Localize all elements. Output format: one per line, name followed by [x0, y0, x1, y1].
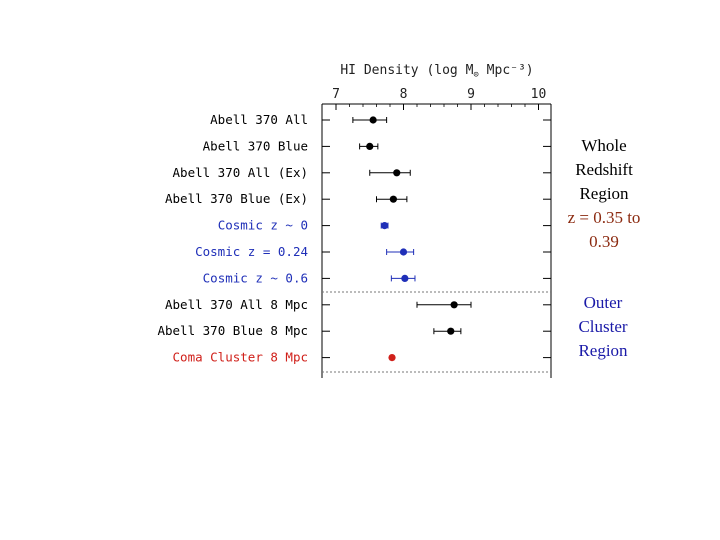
- data-point: [447, 327, 455, 335]
- x-tick-label: 10: [531, 87, 547, 102]
- outer-region-line-2: Cluster: [578, 317, 628, 336]
- chart-title-suffix: Mpc⁻³): [479, 63, 534, 78]
- row-label: Abell 370 All (Ex): [173, 165, 308, 180]
- whole-region-line-1: Whole: [581, 136, 627, 155]
- data-point: [389, 195, 397, 203]
- data-rows: Abell 370 All Abell 370 Blue Abell 370 All…: [157, 112, 551, 365]
- whole-region-line-2: Redshift: [575, 160, 633, 179]
- outer-region-annotation: Outer Cluster Region: [558, 291, 648, 363]
- data-point: [393, 169, 401, 177]
- chart-title-sub: ⊙: [473, 70, 478, 80]
- chart-title-prefix: HI Density (log M: [340, 63, 473, 78]
- row-label: Abell 370 All: [210, 112, 308, 127]
- x-tick-label: 9: [467, 87, 475, 102]
- row-label: Cosmic z ~ 0.6: [203, 270, 308, 285]
- data-point: [369, 116, 377, 124]
- row-label: Coma Cluster 8 Mpc: [173, 350, 308, 365]
- data-point: [366, 142, 374, 150]
- x-ticks: 7 8 9 10: [332, 87, 546, 110]
- row-label: Abell 370 Blue: [203, 138, 308, 153]
- data-point: [450, 301, 458, 309]
- data-point: [381, 222, 389, 230]
- outer-region-line-3: Region: [578, 341, 628, 360]
- z-range-line-1: z = 0.35 to: [567, 208, 641, 227]
- data-point: [399, 248, 408, 256]
- x-tick-label: 7: [332, 87, 340, 102]
- row-label: Abell 370 All 8 Mpc: [165, 297, 308, 312]
- chart-title: HI Density (log M⊙ Mpc⁻³): [340, 63, 533, 80]
- whole-region-annotation: Whole Redshift Region z = 0.35 to 0.39: [556, 134, 652, 254]
- row-label: Abell 370 Blue 8 Mpc: [157, 323, 308, 338]
- row-label: Cosmic z = 0.24: [195, 244, 308, 259]
- data-point: [388, 354, 396, 362]
- z-range-line-2: 0.39: [589, 232, 619, 251]
- x-tick-label: 8: [400, 87, 408, 102]
- whole-region-line-3: Region: [579, 184, 629, 203]
- outer-region-line-1: Outer: [583, 293, 623, 312]
- row-label: Cosmic z ~ 0: [218, 218, 308, 233]
- data-point: [401, 274, 409, 282]
- row-label: Abell 370 Blue (Ex): [165, 191, 308, 206]
